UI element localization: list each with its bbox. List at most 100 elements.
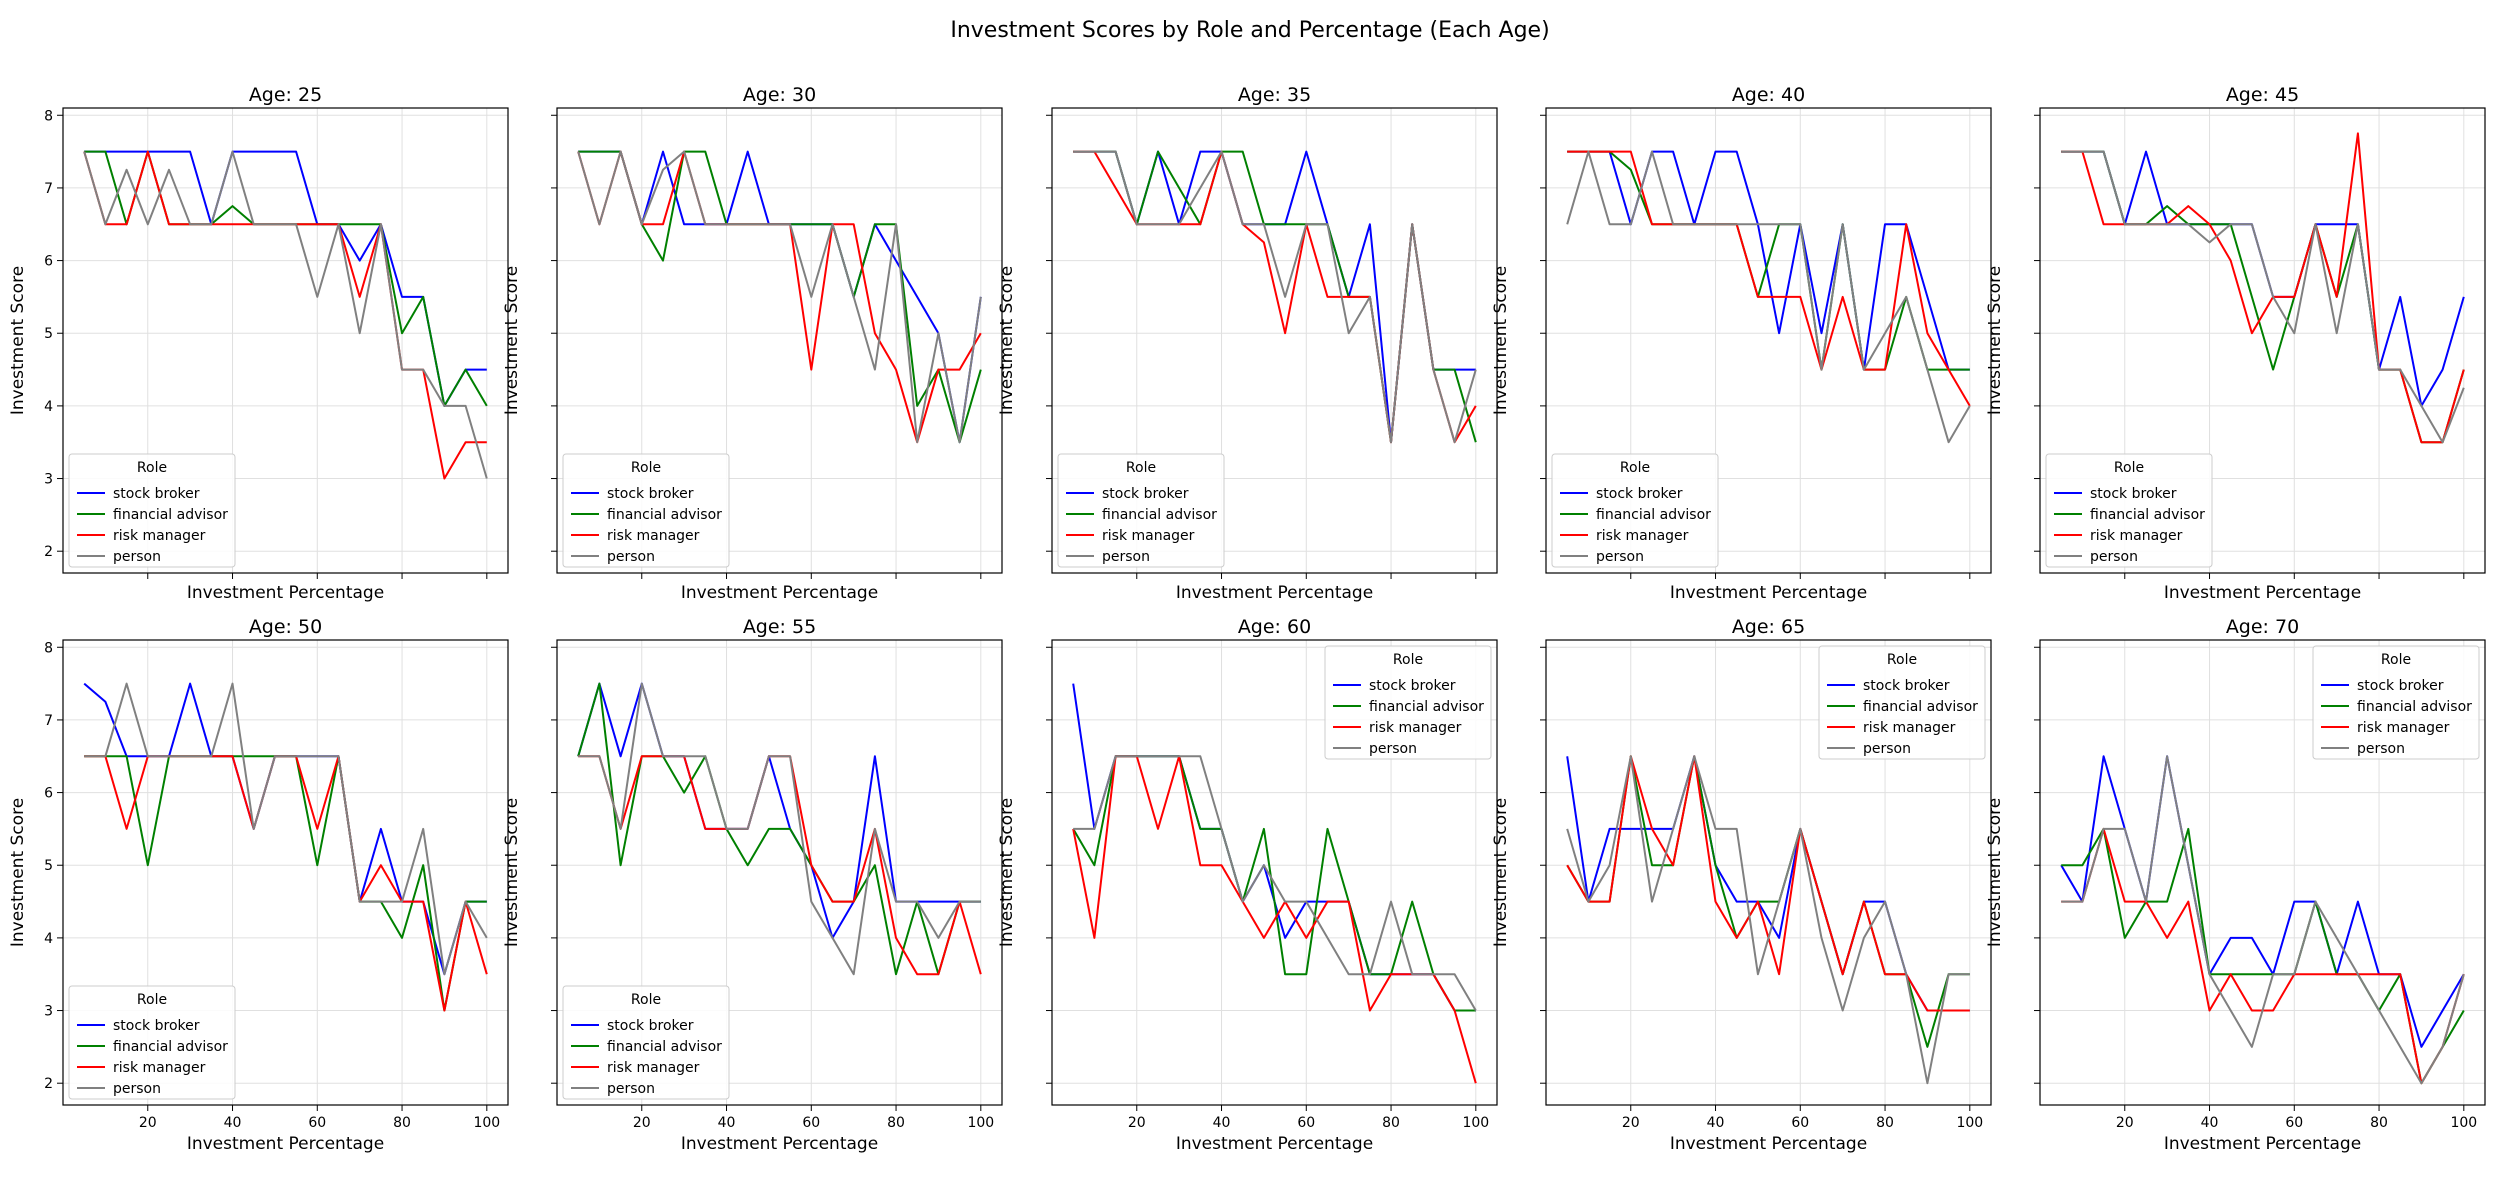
x-axis-label: Investment Percentage [681,583,878,603]
y-tick-label: 3 [44,472,53,488]
legend-label: stock broker [113,1018,200,1034]
legend-label: stock broker [1102,486,1189,502]
legend-label: stock broker [1863,678,1950,694]
legend-title: Role [137,992,167,1008]
series-line-financial-advisor [2061,150,2465,444]
axes-frame [1051,639,1498,1106]
legend-title: Role [1393,652,1423,668]
axes-frame [556,639,1003,1106]
legend-label: person [1369,741,1417,757]
y-tick-label: 8 [44,640,53,656]
y-tick-label: 2 [44,544,53,560]
axes-frame [556,107,1003,574]
series-line-person [84,682,488,976]
legend-title: Role [1887,652,1917,668]
x-tick-label: 40 [1213,1115,1231,1131]
subplot-title: Age: 60 [1238,616,1311,638]
x-tick-label: 60 [2285,1115,2303,1131]
series-line-stock-broker [83,682,487,976]
x-tick-label: 100 [1956,1115,1983,1131]
subplot-title: Age: 50 [249,616,322,638]
x-tick-label: 80 [1382,1115,1400,1131]
legend-label: risk manager [1369,720,1462,736]
x-axis-label: Investment Percentage [1670,583,1867,603]
legend-label: person [607,1081,655,1097]
series-line-risk-manager [1073,150,1477,444]
y-tick-label: 6 [44,786,53,802]
y-axis-label: Investment Score [1491,798,1511,947]
axes-frame [62,639,509,1106]
x-tick-label: 20 [1622,1115,1640,1131]
y-axis-label: Investment Score [8,266,28,415]
subplot-title: Age: 25 [249,84,322,106]
y-axis-label: Investment Score [997,798,1017,947]
x-tick-label: 60 [1297,1115,1315,1131]
axes-frame [2039,639,2486,1106]
series-line-stock-broker [2060,755,2465,1048]
series-line-person [1073,755,1477,1012]
x-tick-label: 60 [1791,1115,1809,1131]
y-tick-label: 3 [44,1004,53,1020]
series-line-stock-broker [577,682,981,939]
series-line-financial-advisor [1567,150,1970,371]
y-tick-label: 7 [44,181,53,197]
x-tick-label: 40 [1707,1115,1725,1131]
subplot-title: Age: 55 [743,616,816,638]
axes-frame [2039,107,2486,574]
x-axis-label: Investment Percentage [681,1134,878,1154]
legend-label: financial advisor [1863,699,1978,715]
y-axis-label: Investment Score [1491,266,1511,415]
y-axis-label: Investment Score [1985,266,2005,415]
legend-box [562,453,730,568]
legend-label: financial advisor [607,507,722,523]
series-line-person [1073,150,1477,444]
axes-frame [1051,107,1498,574]
x-tick-label: 100 [1462,1115,1489,1131]
x-tick-label: 20 [1128,1115,1146,1131]
y-axis-label: Investment Score [502,798,522,947]
axes-frame [1545,639,1992,1106]
legend-box [2312,645,2480,760]
legend-title: Role [2381,652,2411,668]
series-line-person [1566,755,1970,1085]
series-line-stock-broker [1073,150,1476,444]
y-tick-label: 6 [44,254,53,270]
x-tick-label: 60 [308,1115,326,1131]
legend-label: financial advisor [2090,507,2205,523]
legend-label: person [1102,549,1150,565]
x-tick-label: 40 [224,1115,242,1131]
subplot-title: Age: 45 [2226,84,2299,106]
series-line-financial-advisor [84,150,488,407]
y-tick-label: 5 [44,858,53,874]
legend-title: Role [631,992,661,1008]
x-tick-label: 40 [718,1115,736,1131]
x-axis-label: Investment Percentage [2164,1134,2361,1154]
legend-label: person [113,549,161,565]
x-tick-label: 20 [139,1115,157,1131]
legend-label: risk manager [2090,528,2183,544]
legend-box [1551,453,1719,568]
series-line-stock-broker [2061,150,2465,407]
x-tick-label: 80 [1876,1115,1894,1131]
series-line-stock-broker [1566,755,1970,1012]
y-axis-label: Investment Score [997,266,1017,415]
axes-frame [1545,107,1992,574]
subplot-title: Age: 70 [2226,616,2299,638]
series-line-risk-manager [1072,755,1477,1084]
y-tick-label: 4 [44,931,53,947]
y-axis-label: Investment Score [502,266,522,415]
figure-title: Investment Scores by Role and Percentage… [950,18,1550,43]
legend-box [562,985,730,1100]
y-axis-label: Investment Score [8,798,28,947]
x-axis-label: Investment Percentage [1176,1134,1373,1154]
legend-label: financial advisor [1102,507,1217,523]
y-tick-label: 5 [44,326,53,342]
legend-label: person [1596,549,1644,565]
y-tick-label: 7 [44,713,53,729]
y-tick-label: 4 [44,399,53,415]
legend-label: person [607,549,655,565]
series-line-financial-advisor [578,150,982,444]
subplot-title: Age: 35 [1238,84,1311,106]
